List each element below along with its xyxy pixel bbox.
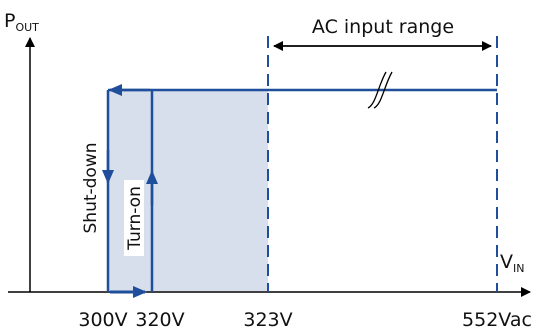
- y-axis-label: POUT: [4, 10, 39, 34]
- turnon-label-bg: [124, 180, 144, 256]
- tick-320v: 320V: [135, 309, 184, 331]
- shutdown-label: Shut-down: [81, 142, 101, 233]
- ac-range-label: AC input range: [312, 16, 454, 38]
- tick-323v: 323V: [243, 309, 292, 331]
- tick-300v: 300V: [78, 309, 127, 331]
- turnon-label: Turn-on: [125, 186, 145, 251]
- x-axis-label: VIN: [500, 251, 524, 275]
- double-slash-break-icon: [367, 71, 393, 109]
- tick-552vac: 552Vac: [462, 309, 532, 331]
